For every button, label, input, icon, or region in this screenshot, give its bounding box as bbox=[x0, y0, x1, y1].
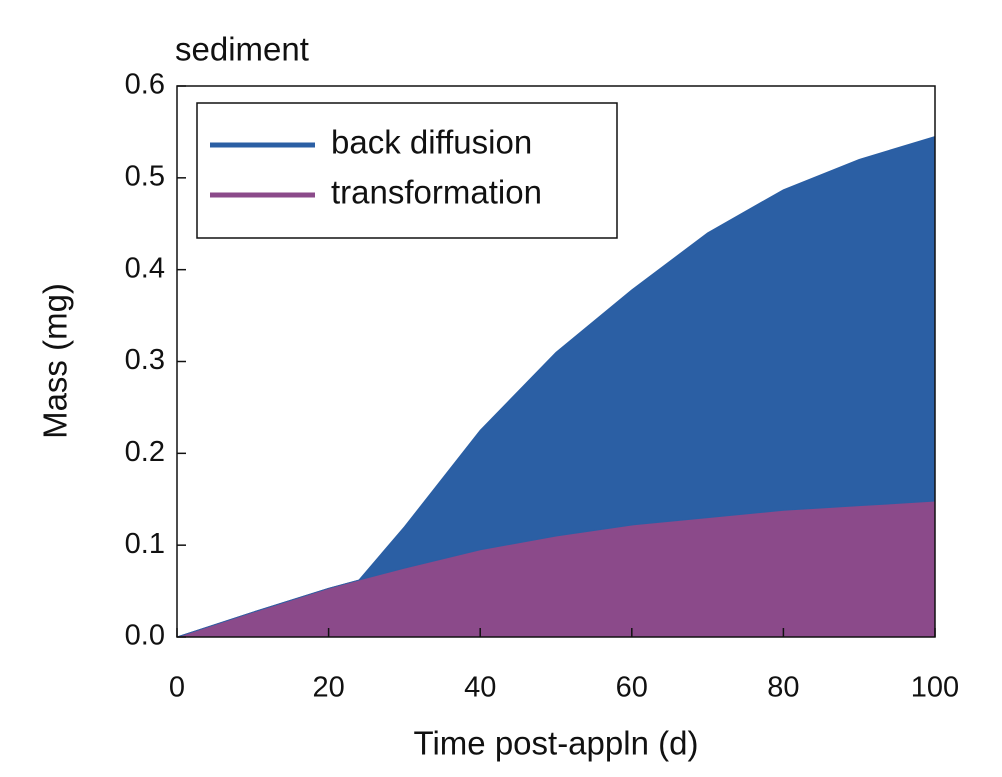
x-tick-label: 40 bbox=[464, 672, 496, 704]
y-tick-label: 0.5 bbox=[125, 160, 165, 192]
y-axis-label: Mass (mg) bbox=[37, 283, 74, 439]
x-tick-label: 100 bbox=[911, 672, 959, 704]
y-tick-label: 0.3 bbox=[125, 344, 165, 376]
chart-title: sediment bbox=[175, 31, 309, 68]
x-tick-label: 80 bbox=[767, 672, 799, 704]
legend-label: transformation bbox=[331, 174, 542, 211]
y-tick-label: 0.0 bbox=[125, 620, 165, 652]
y-tick-label: 0.2 bbox=[125, 436, 165, 468]
legend-label: back diffusion bbox=[331, 124, 532, 161]
y-tick-label: 0.4 bbox=[125, 252, 165, 284]
y-tick-label: 0.6 bbox=[125, 69, 165, 101]
y-tick-label: 0.1 bbox=[125, 528, 165, 560]
x-tick-label: 60 bbox=[616, 672, 648, 704]
legend-box bbox=[196, 102, 618, 239]
x-axis-label: Time post-appln (d) bbox=[414, 725, 699, 762]
x-tick-label: 0 bbox=[169, 672, 185, 704]
x-tick-label: 20 bbox=[312, 672, 344, 704]
